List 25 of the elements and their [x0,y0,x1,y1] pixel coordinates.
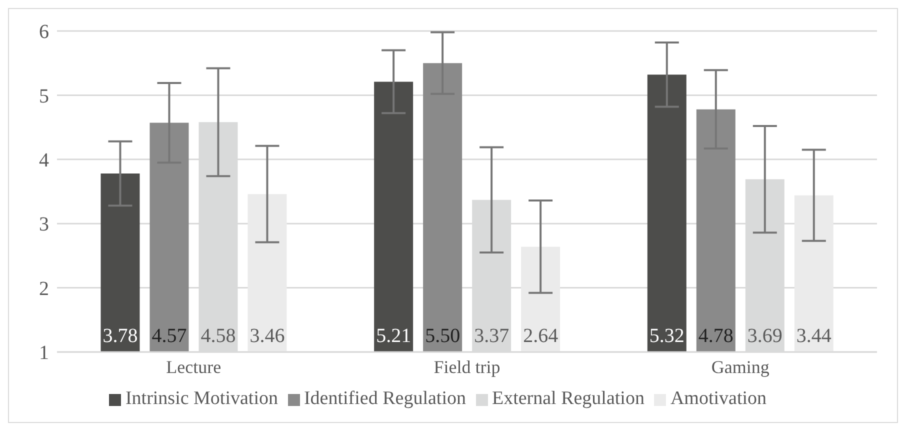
y-tick-label: 5 [39,85,49,108]
y-tick-label: 4 [39,150,49,172]
legend-label: Intrinsic Motivation [125,388,278,409]
text: 4.57 [152,325,187,347]
x-tick-label: Field trip [434,356,500,377]
text: 4.58 [200,325,236,347]
legend-label: External Regulation [492,388,644,409]
text: 3.44 [796,325,832,347]
y-tick-label: 1 [39,342,49,364]
legend-label: Identified Regulation [304,388,466,409]
text: 5.21 [376,325,412,347]
y-tick-label: 3 [39,214,49,236]
y-tick-label: 6 [39,21,49,44]
text: 5.32 [649,325,684,347]
y-tick-label: 2 [39,278,49,300]
text: 3.37 [474,325,510,347]
text: 3.78 [102,325,138,347]
text: 5.50 [425,325,460,347]
text: 4.78 [698,325,734,347]
text: 3.69 [747,325,782,347]
text: 2.64 [523,325,558,347]
x-tick-label: Gaming [711,356,770,377]
x-tick-label: Lecture [166,356,222,377]
text: 3.46 [250,325,285,347]
legend-label: Amotivation [670,388,767,409]
